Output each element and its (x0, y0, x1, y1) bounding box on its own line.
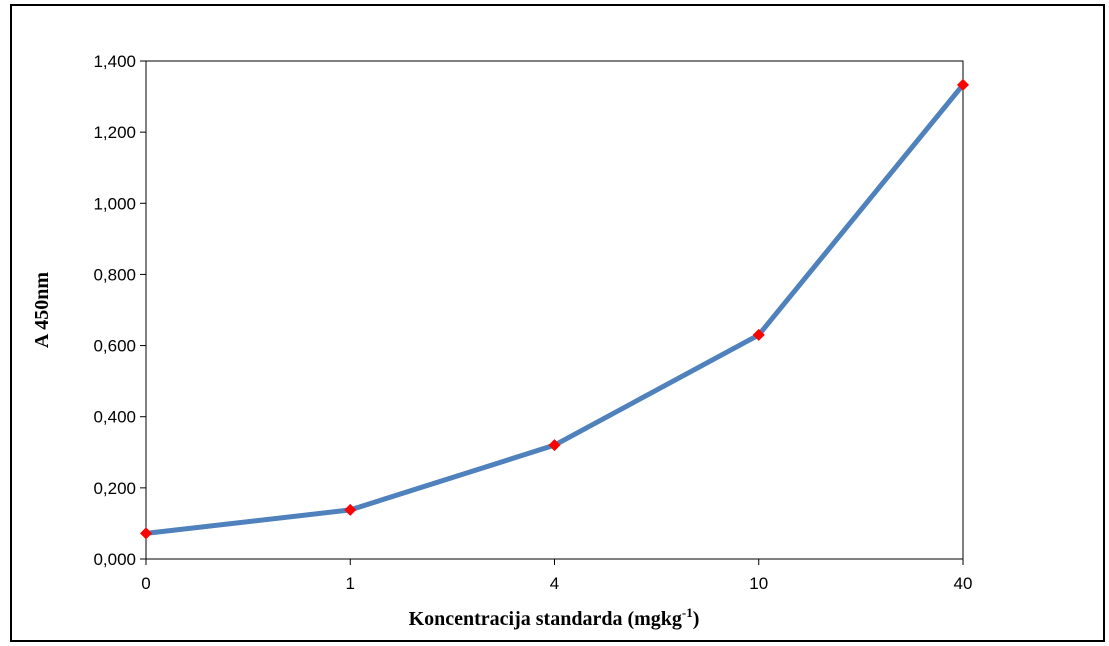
y-tick-label: 1,400 (93, 52, 136, 71)
data-point (140, 527, 152, 540)
x-axis-title-suffix: ) (693, 608, 700, 630)
data-point (752, 328, 765, 341)
x-tick-label: 0 (141, 574, 150, 593)
x-axis-title-main: Koncentracija standarda (mgkg (409, 608, 682, 630)
y-tick-label: 1,200 (93, 123, 136, 142)
y-tick-label: 0,200 (93, 479, 136, 498)
data-point (344, 503, 357, 516)
x-tick-label: 4 (550, 574, 559, 593)
y-axis: 0,000 0,200 0,400 0,600 0,800 1,000 1,200 1,400 (93, 52, 146, 569)
data-point (548, 439, 561, 452)
x-axis-title-superscript: -1 (682, 605, 693, 620)
y-tick-label: 0,400 (93, 408, 136, 427)
y-tick-label: 1,000 (93, 194, 136, 213)
x-axis: 0 1 4 10 40 (141, 559, 972, 593)
y-tick-label: 0,800 (93, 265, 136, 284)
x-tick-label: 40 (954, 574, 973, 593)
y-axis-title: A 450nm (31, 272, 53, 348)
y-tick-label: 0,000 (93, 550, 136, 569)
plot-area (145, 60, 964, 560)
x-axis-title: Koncentracija standarda (mgkg-1) (409, 605, 700, 630)
y-tick-label: 0,600 (93, 337, 136, 356)
data-point (957, 78, 969, 91)
x-tick-label: 10 (749, 574, 768, 593)
x-tick-label: 1 (346, 574, 355, 593)
series-group (140, 78, 969, 540)
